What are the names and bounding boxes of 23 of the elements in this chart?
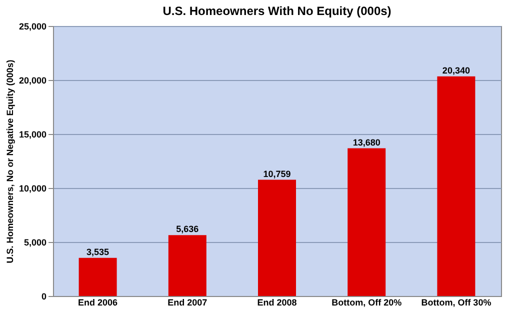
x-tick-label: End 2006	[78, 298, 118, 308]
y-tick-label: 20,000	[18, 76, 46, 86]
x-tick-label: End 2007	[168, 298, 208, 308]
y-tick-label: 25,000	[18, 22, 46, 32]
x-tick-label: End 2008	[257, 298, 297, 308]
data-label: 3,535	[86, 246, 110, 257]
y-tick-label: 15,000	[18, 130, 46, 140]
y-tick-label: 5,000	[24, 238, 46, 248]
bar	[78, 258, 117, 296]
bar	[258, 180, 296, 296]
data-label: 5,636	[176, 224, 199, 234]
bar	[437, 76, 476, 296]
chart-title: U.S. Homeowners With No Equity (000s)	[162, 4, 392, 18]
x-tick-label: Bottom, Off 30%	[421, 298, 492, 308]
data-label: 20,340	[442, 65, 470, 76]
data-label: 10,759	[263, 168, 291, 179]
y-tick-label: 0	[41, 292, 46, 302]
bar	[348, 148, 386, 296]
bar	[168, 235, 206, 296]
y-axis-title: U.S. Homeowners, No or Negative Equity (000s)	[4, 60, 15, 264]
y-tick-label: 10,000	[18, 184, 46, 194]
data-label: 13,680	[352, 137, 380, 148]
x-tick-label: Bottom, Off 20%	[332, 298, 402, 308]
